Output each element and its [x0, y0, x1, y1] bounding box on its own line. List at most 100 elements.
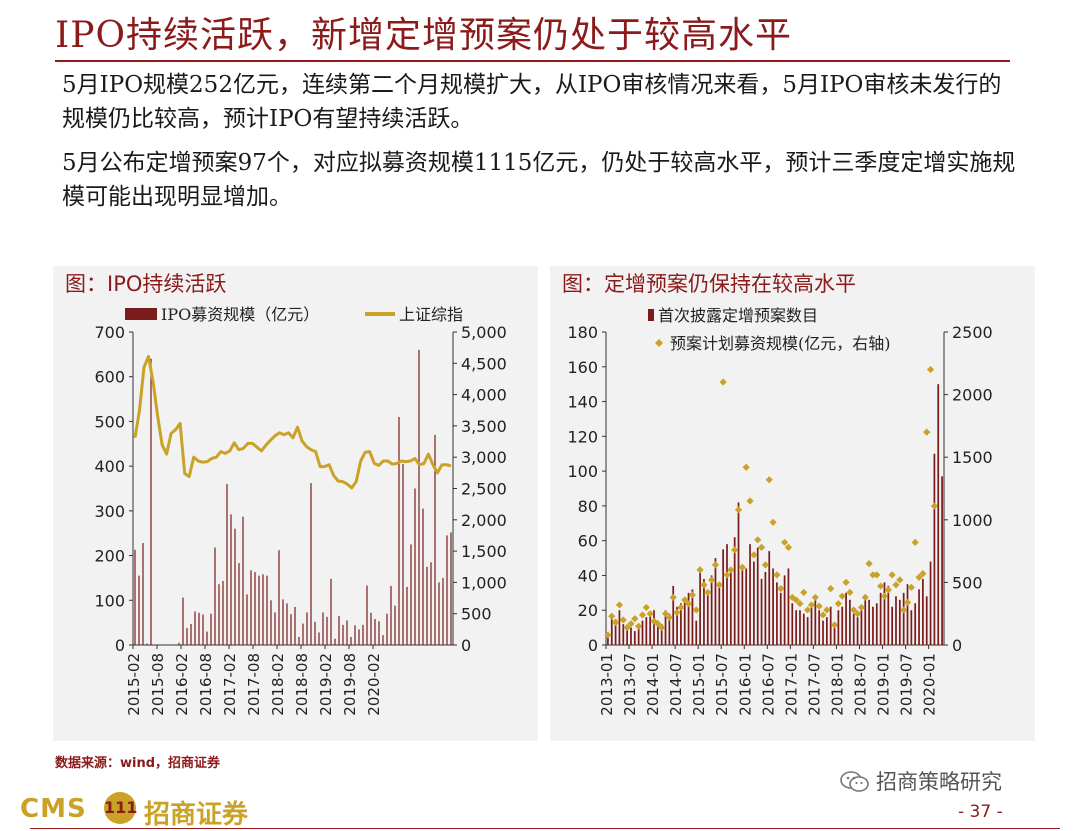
bar-37 [745, 568, 748, 645]
bar-71 [875, 603, 878, 645]
scatter-point-72 [877, 582, 885, 590]
x-tick-label: 2018-08 [293, 653, 311, 716]
bar-1 [607, 634, 609, 645]
bar-66 [856, 617, 859, 645]
scatter-point-69 [865, 560, 873, 568]
bar-71 [414, 488, 416, 645]
bar-3 [614, 618, 617, 645]
bar-8 [633, 631, 636, 645]
scatter-point-50 [792, 596, 800, 604]
bar-2 [610, 613, 613, 645]
bar-33 [262, 574, 264, 645]
scatter-point-4 [615, 601, 624, 609]
bar-38 [749, 544, 751, 645]
bar-69 [406, 586, 408, 645]
paragraph-ipo: 5月IPO规模252亿元，连续第二个月规模扩大，从IPO审核情况来看，5月IPO… [62, 72, 1002, 132]
x-tick-label: 2019-07 [898, 653, 916, 716]
bar-51 [334, 638, 336, 645]
wechat-account: 招商策略研究 [840, 766, 1002, 796]
y-tick-left-label: 600 [94, 368, 125, 387]
x-tick-label: 2014-01 [644, 653, 662, 716]
wechat-label: 招商策略研究 [876, 770, 1002, 794]
bar-21 [214, 547, 216, 645]
bar-31 [254, 572, 256, 645]
scatter-point-60 [830, 621, 839, 629]
y-tick-left-label: 20 [578, 601, 598, 620]
x-tick-label: 2020-01 [921, 653, 939, 716]
scatter-point-45 [773, 571, 781, 579]
bar-28 [242, 516, 244, 645]
bar-13 [182, 597, 184, 645]
y-tick-left-label: 500 [94, 412, 125, 431]
bar-52 [802, 613, 805, 645]
x-tick-label: 2013-07 [621, 653, 639, 716]
y-tick-left-label: 80 [578, 497, 598, 516]
scatter-point-56 [815, 602, 823, 610]
scatter-point-63 [842, 578, 850, 586]
bar-53 [806, 617, 809, 645]
bar-3 [142, 543, 144, 645]
bar-78 [442, 577, 444, 645]
scatter-point-34 [731, 546, 739, 554]
chart-title-ipo: 图：IPO持续活跃 [65, 272, 227, 296]
bar-55 [350, 636, 352, 645]
scatter-point-83 [919, 570, 927, 578]
bar-36 [274, 612, 276, 645]
x-tick-label: 2015-08 [149, 653, 167, 716]
footer-rule [30, 828, 1060, 829]
x-tick-label: 2018-07 [852, 653, 870, 716]
data-source-note: 数据来源：wind，招商证券 [55, 756, 221, 771]
scatter-point-42 [761, 561, 769, 569]
scatter-point-27 [704, 588, 712, 597]
brand-logo-icon: 111 [104, 792, 137, 824]
bar-30 [718, 582, 721, 645]
bar-13 [653, 610, 655, 645]
y-tick-left-label: 100 [567, 462, 598, 481]
bar-51 [799, 610, 801, 645]
bar-54 [810, 606, 813, 645]
scatter-point-78 [900, 606, 908, 614]
bar-19 [676, 606, 678, 645]
bar-17 [668, 613, 671, 645]
scatter-point-44 [769, 518, 777, 526]
bar-68 [864, 596, 867, 645]
x-tick-label: 2019-08 [341, 653, 359, 716]
scatter-point-8 [631, 615, 639, 623]
bar-18 [202, 614, 204, 645]
bar-59 [829, 606, 832, 645]
title-rule [55, 60, 1010, 62]
bar-40 [756, 547, 759, 645]
bar-80 [910, 610, 913, 645]
bar-9 [637, 624, 640, 645]
chart-panel-ipo: 0 100 200 300 400 500 600 700 0 500 1,000 1,500 2,00… [53, 266, 538, 741]
bar-30 [250, 570, 252, 645]
paragraph-placement: 5月公布定增预案97个，对应拟募资规模1115亿元，仍处于较高水平，预计三季度定… [62, 150, 1016, 210]
bar-26 [703, 578, 705, 645]
scatter-point-64 [846, 588, 854, 597]
legend-bar-label: IPO募资规模（亿元） [161, 305, 319, 324]
ipo-chart: 0 100 200 300 400 500 600 700 0 500 1,000 1,500 2,00… [94, 305, 506, 716]
chart-panel-placement: 0 20 40 60 80 100 120 140 160 180 0 500 1000 1500 2000… [550, 266, 1035, 741]
bar-73 [422, 508, 424, 645]
bar-26 [234, 528, 236, 645]
y-tick-right-label: 1500 [952, 448, 993, 467]
bar-7 [630, 627, 632, 645]
scatter-point-7 [627, 620, 635, 628]
y-tick-left-label: 120 [567, 427, 598, 446]
bar-21 [683, 599, 686, 645]
bar-19 [206, 631, 208, 645]
scatter-point-14 [654, 620, 662, 628]
scatter-point-37 [742, 463, 750, 471]
bar-55 [814, 599, 817, 645]
bar-43 [768, 551, 771, 645]
scatter-point-85 [926, 365, 935, 374]
scatter-point-11 [642, 603, 650, 612]
scatter-point-70 [869, 571, 877, 579]
bar-61 [374, 619, 376, 645]
scatter-point-54 [807, 601, 816, 609]
bar-27 [238, 563, 240, 645]
bar-67 [860, 610, 863, 645]
bar-76 [895, 596, 897, 645]
scatter-point-1 [604, 631, 612, 639]
x-tick-label: 2013-01 [598, 653, 616, 716]
